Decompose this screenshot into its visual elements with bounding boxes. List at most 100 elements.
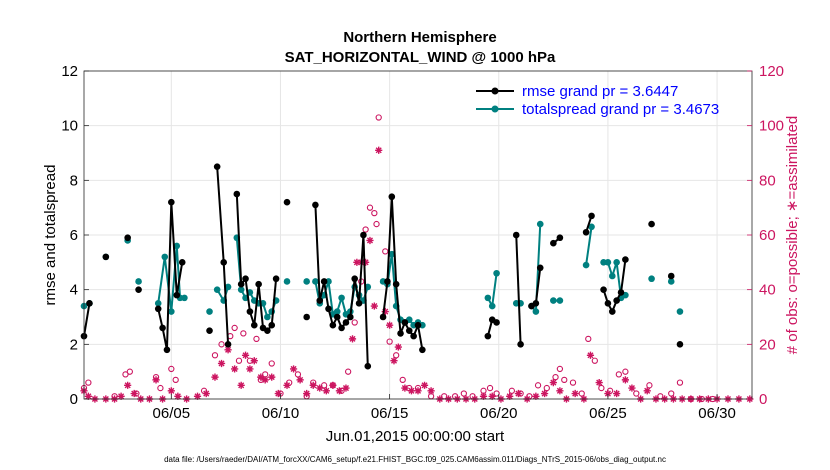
- possible-obs-marker: [126, 368, 133, 375]
- assimilated-obs-marker: [309, 381, 317, 389]
- totalspread-marker: [338, 294, 345, 302]
- assimilated-obs-marker: [84, 392, 92, 400]
- rmse-marker: [667, 272, 675, 280]
- possible-obs-marker: [172, 376, 179, 384]
- rmse-marker: [493, 319, 500, 326]
- assimilated-obs-marker: [362, 258, 370, 266]
- totalspread-marker: [676, 308, 684, 315]
- totalspread-marker: [488, 302, 496, 310]
- totalspread-marker: [608, 272, 616, 280]
- assimilated-obs-marker: [335, 387, 344, 395]
- y2-tick-label: 60: [759, 227, 776, 244]
- assimilated-obs-marker: [283, 381, 291, 389]
- assimilated-obs-marker: [316, 384, 324, 392]
- totalspread-marker: [493, 269, 500, 277]
- assimilated-obs-marker: [604, 389, 612, 398]
- y2-axis-label: # of obs: o=possible; ∗=assimilated: [784, 116, 801, 355]
- y2-tick-label: 20: [759, 336, 776, 353]
- y-axis-label: rmse and totalspread: [42, 165, 59, 306]
- rmse-marker: [242, 275, 249, 283]
- rmse-marker: [333, 313, 341, 321]
- assimilated-obs-marker: [193, 392, 202, 400]
- possible-obs-marker: [399, 376, 406, 384]
- rmse-marker: [264, 327, 271, 334]
- assimilated-obs-marker: [586, 351, 595, 359]
- assimilated-obs-marker: [342, 384, 350, 392]
- assimilated-obs-marker: [514, 389, 523, 398]
- assimilated-obs-marker: [541, 389, 549, 398]
- possible-obs-marker: [375, 114, 382, 121]
- rmse-marker: [206, 327, 213, 334]
- possible-obs-marker: [211, 352, 219, 359]
- possible-obs-marker: [373, 220, 380, 228]
- rmse-marker: [316, 297, 324, 304]
- chart-subtitle: SAT_HORIZONTAL_WIND @ 1000 hPa: [285, 49, 556, 66]
- possible-obs-marker: [344, 368, 352, 375]
- y2-tick-label: 100: [759, 118, 784, 135]
- assimilated-obs-marker: [420, 381, 429, 389]
- assimilated-obs-marker: [241, 351, 250, 359]
- rmse-marker: [517, 341, 524, 348]
- totalspread-marker: [173, 242, 181, 250]
- assimilated-obs-marker: [124, 381, 132, 389]
- rmse-marker: [401, 319, 409, 326]
- assimilated-obs-marker: [237, 381, 245, 389]
- assimilated-obs-marker: [217, 359, 226, 368]
- possible-obs-marker: [240, 330, 247, 337]
- possible-obs-marker: [168, 365, 175, 373]
- assimilated-obs-marker: [152, 376, 160, 384]
- totalspread-marker: [154, 300, 162, 307]
- y2-tick-label: 120: [759, 63, 784, 80]
- totalspread-marker: [168, 308, 175, 315]
- rmse-marker: [588, 212, 595, 220]
- assimilated-obs-marker: [532, 392, 540, 400]
- assimilated-obs-marker: [366, 236, 374, 245]
- totalspread-marker: [312, 278, 319, 285]
- x-tick-label: 06/15: [371, 405, 409, 422]
- y-tick-label: 12: [61, 63, 78, 80]
- possible-obs-marker: [676, 379, 684, 386]
- totalspread-marker: [588, 223, 595, 231]
- assimilated-obs-marker: [628, 384, 636, 392]
- line-layer: [80, 163, 684, 370]
- rmse-marker: [414, 321, 422, 329]
- assimilated-obs-marker: [407, 387, 416, 395]
- assimilated-obs-marker: [381, 307, 389, 316]
- rmse-marker: [163, 346, 171, 354]
- assimilated-obs-marker: [257, 373, 265, 381]
- possible-obs-marker: [386, 338, 393, 345]
- rmse-line: [515, 234, 522, 345]
- totalspread-marker: [333, 308, 341, 315]
- totalspread-marker: [484, 294, 492, 302]
- chart-title: Northern Hemisphere: [343, 29, 496, 46]
- y-tick-label: 6: [70, 227, 78, 244]
- assimilated-obs-marker: [643, 387, 651, 395]
- y-tick-label: 8: [70, 172, 78, 189]
- y2-tick-label: 80: [759, 172, 776, 189]
- assimilated-obs-marker: [375, 146, 383, 154]
- possible-obs-marker: [362, 226, 369, 233]
- possible-obs-marker: [122, 371, 129, 378]
- assimilated-obs-marker: [414, 387, 422, 395]
- possible-obs-marker: [585, 335, 592, 343]
- totalspread-marker: [135, 278, 142, 285]
- possible-obs-marker: [235, 357, 243, 364]
- legend: rmse grand pr = 3.6447 totalspread grand…: [476, 83, 719, 118]
- rmse-marker: [536, 264, 544, 272]
- assimilated-obs-marker: [479, 392, 488, 400]
- assimilated-obs-marker: [246, 365, 254, 373]
- possible-obs-marker: [633, 390, 640, 397]
- rmse-marker: [392, 280, 400, 288]
- totalspread-marker: [604, 259, 612, 266]
- rmse-marker: [532, 300, 540, 307]
- assimilated-obs-marker: [401, 384, 409, 392]
- rmse-marker: [676, 341, 684, 348]
- totalspread-marker: [283, 278, 291, 285]
- assimilated-obs-marker: [329, 381, 337, 389]
- rmse-line: [235, 193, 278, 332]
- totalspread-marker: [237, 286, 245, 293]
- assimilated-obs-marker: [296, 376, 304, 384]
- possible-obs-marker: [622, 368, 629, 375]
- possible-obs-marker: [85, 379, 92, 386]
- x-tick-label: 06/30: [698, 405, 736, 422]
